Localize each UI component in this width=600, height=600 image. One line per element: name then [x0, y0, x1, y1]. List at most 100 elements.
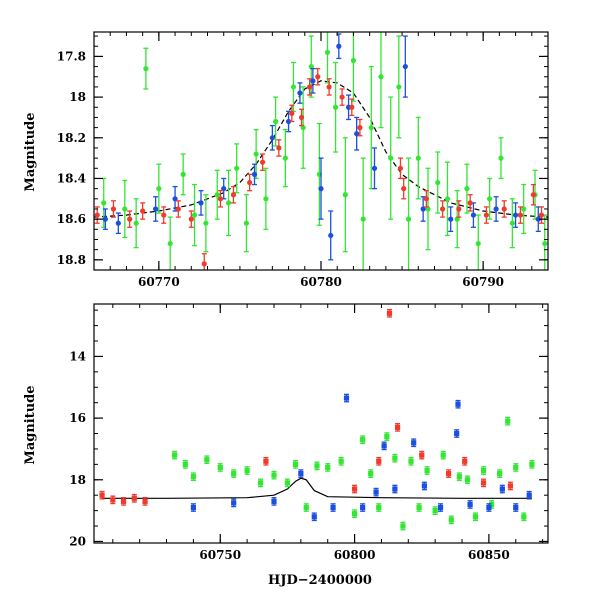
bottom-red-point — [110, 497, 116, 503]
top-green-point — [203, 220, 209, 226]
top-green-point — [225, 200, 232, 206]
top-green-point — [350, 57, 357, 64]
bottom-red-point — [446, 471, 452, 477]
top-green-point — [122, 206, 128, 212]
bottom-green-point — [338, 458, 344, 464]
bottom-green-point — [171, 452, 178, 458]
top-green-point — [388, 155, 394, 161]
top-blue-point — [354, 131, 360, 137]
bottom-red-point — [386, 310, 393, 316]
top-green-point — [332, 104, 339, 110]
top-green-point — [415, 155, 421, 161]
top-green-point — [378, 74, 384, 80]
top-y-tick-label: 18.6 — [57, 212, 86, 226]
top-green-point — [101, 200, 107, 206]
top-green-point — [234, 165, 240, 171]
top-blue-point — [102, 216, 108, 222]
bottom-green-point — [190, 474, 196, 480]
top-green-point — [498, 155, 504, 161]
top-red-point — [161, 212, 167, 218]
top-panel-zoomed-light-curve: 60770 60780 60790 17.8 18 18.2 18.4 18.6 18.8 — [57, 31, 549, 289]
top-red-point — [467, 200, 473, 206]
top-blue-point — [221, 186, 227, 192]
top-x-tick-label: 60770 — [138, 275, 180, 289]
bottom-y-tick-label: 16 — [69, 411, 86, 425]
top-blue-point — [328, 232, 334, 239]
top-blue-point — [448, 216, 454, 222]
bottom-y-tick-label: 14 — [69, 349, 86, 363]
top-blue-point — [115, 220, 121, 226]
top-green-point — [290, 84, 297, 90]
top-green-point — [263, 196, 269, 202]
top-red-point — [289, 110, 295, 116]
bottom-green-point — [325, 464, 331, 471]
top-blue-point — [297, 90, 303, 96]
bottom-blue-point — [392, 486, 398, 492]
top-blue-point — [470, 212, 477, 218]
bottom-blue-point — [421, 483, 428, 489]
bottom-blue-point — [526, 492, 532, 498]
top-green-point — [214, 192, 220, 198]
top-y-tick-label: 18.2 — [57, 131, 86, 145]
top-green-point — [342, 192, 348, 198]
top-blue-point — [336, 43, 342, 49]
top-green-point — [180, 171, 186, 177]
top-green-point — [368, 125, 374, 131]
top-green-point — [191, 212, 198, 218]
bottom-blue-point — [513, 504, 519, 511]
top-red-point — [94, 212, 100, 218]
bottom-green-point — [400, 523, 406, 529]
top-blue-point — [153, 206, 159, 212]
bottom-red-point — [131, 495, 137, 501]
bottom-red-point — [376, 458, 382, 464]
bottom-green-point — [231, 471, 237, 477]
top-x-tick-label: 60790 — [462, 275, 504, 289]
top-red-point — [517, 212, 524, 218]
top-x-tick-label: 60780 — [300, 275, 342, 289]
bottom-red-point — [419, 452, 425, 458]
top-green-point — [509, 220, 515, 226]
bottom-blue-point — [298, 471, 304, 477]
top-green-point — [454, 216, 460, 222]
bottom-x-tick-label: 60750 — [199, 548, 241, 562]
top-blue-point — [493, 206, 499, 212]
top-red-point — [423, 196, 429, 202]
top-red-point — [349, 104, 355, 110]
bottom-blue-point — [411, 440, 417, 446]
bottom-plot-area — [99, 308, 535, 531]
top-green-point — [308, 63, 314, 70]
top-red-point — [307, 84, 313, 90]
top-red-point — [260, 159, 266, 165]
top-red-point — [530, 192, 537, 198]
top-green-point — [360, 216, 366, 222]
top-red-point — [298, 114, 305, 121]
top-green-point — [542, 240, 548, 247]
top-blue-point — [512, 212, 519, 218]
bottom-blue-point — [499, 486, 505, 492]
bottom-panel-full-light-curve: 60750 60800 60850 14 16 18 20 — [69, 303, 549, 562]
top-red-point — [339, 94, 345, 100]
top-blue-point — [535, 216, 541, 222]
bottom-green-point — [257, 480, 264, 486]
top-blue-point — [198, 200, 204, 206]
bottom-green-point — [472, 514, 479, 520]
top-y-tick-label: 18.8 — [57, 253, 86, 267]
bottom-red-point — [462, 458, 468, 464]
bottom-green-point — [284, 480, 291, 486]
bottom-green-point — [416, 504, 422, 511]
bottom-green-point — [271, 472, 277, 478]
bottom-green-point — [529, 461, 535, 467]
top-green-point — [156, 186, 162, 192]
top-blue-point — [269, 135, 275, 141]
top-red-point — [276, 145, 282, 151]
top-green-point — [521, 206, 527, 212]
top-green-point — [475, 240, 481, 247]
top-red-point — [456, 206, 462, 212]
top-blue-point — [318, 186, 324, 192]
bottom-green-point — [408, 458, 414, 464]
bottom-green-point — [314, 463, 320, 469]
top-red-point — [315, 74, 321, 80]
bottom-red-point — [99, 492, 105, 498]
top-red-point — [217, 196, 224, 202]
top-blue-point — [402, 63, 408, 70]
